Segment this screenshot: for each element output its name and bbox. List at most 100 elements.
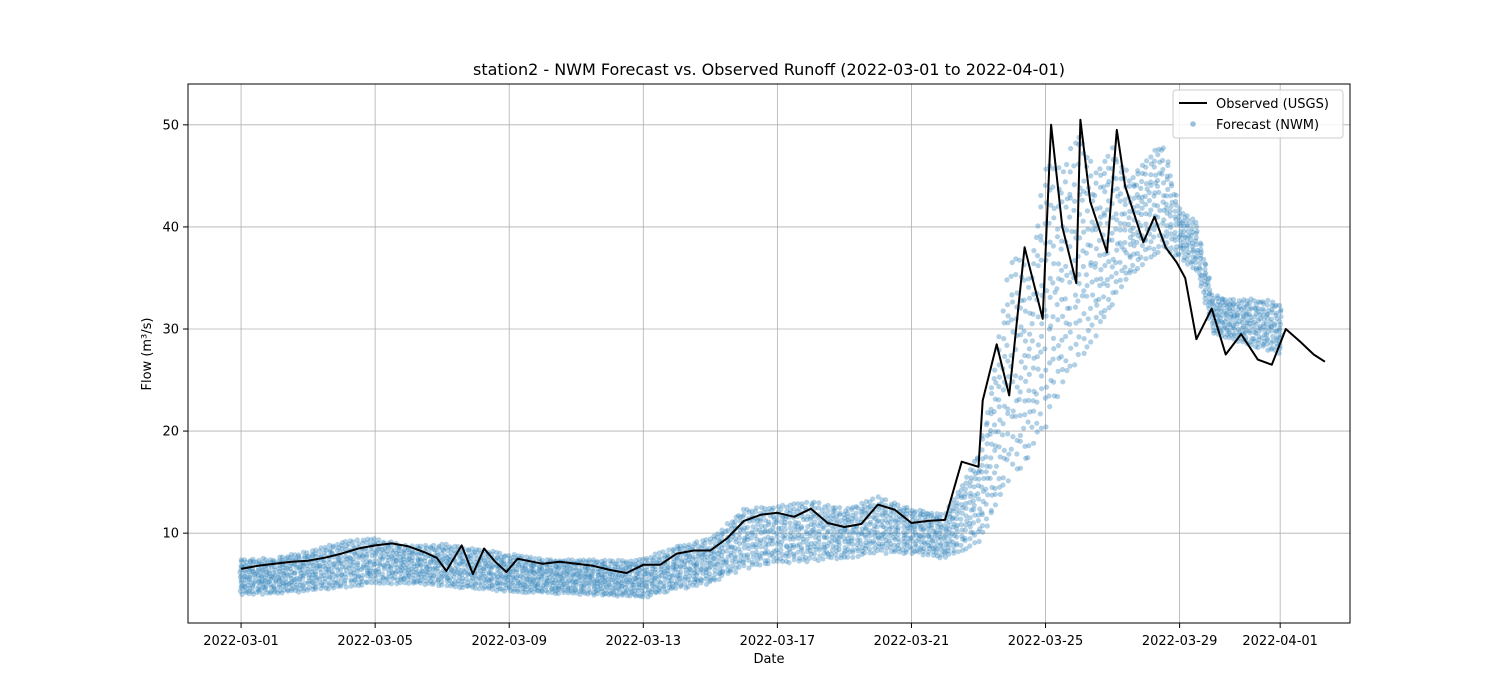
forecast-point (482, 584, 488, 590)
forecast-point (778, 519, 785, 526)
forecast-point (314, 581, 320, 587)
forecast-point (292, 579, 298, 585)
forecast-point (250, 556, 256, 562)
forecast-point (553, 571, 560, 577)
forecast-point (524, 567, 530, 573)
forecast-point (666, 547, 672, 553)
forecast-point (687, 580, 693, 586)
forecast-point (1205, 279, 1211, 285)
forecast-point (796, 555, 803, 561)
forecast-point (912, 508, 919, 515)
forecast-point (955, 507, 962, 513)
forecast-point (817, 553, 823, 559)
forecast-point (379, 571, 385, 577)
forecast-point (761, 529, 767, 535)
forecast-point (495, 574, 501, 580)
forecast-point (238, 579, 244, 586)
forecast-point (1114, 186, 1120, 192)
forecast-point (723, 548, 730, 554)
forecast-point (522, 563, 528, 569)
forecast-point (405, 547, 411, 553)
forecast-point (1033, 234, 1040, 240)
forecast-point (771, 521, 777, 527)
forecast-point (1159, 171, 1165, 177)
forecast-point (744, 552, 750, 558)
forecast-point (909, 538, 915, 544)
forecast-point (1194, 228, 1200, 234)
forecast-point (750, 524, 756, 530)
forecast-point (1109, 302, 1115, 308)
forecast-point (703, 569, 709, 575)
forecast-point (631, 582, 637, 588)
forecast-point (602, 575, 608, 581)
forecast-point (497, 550, 503, 556)
forecast-point (1135, 233, 1141, 239)
forecast-point (719, 545, 725, 551)
forecast-point (1080, 188, 1086, 194)
forecast-point (762, 549, 769, 555)
forecast-point (826, 540, 832, 546)
forecast-point (535, 577, 541, 583)
forecast-point (305, 587, 311, 593)
forecast-point (1193, 267, 1200, 273)
forecast-point (506, 553, 512, 559)
forecast-point (446, 556, 452, 562)
forecast-point (967, 479, 974, 485)
forecast-point (1175, 251, 1182, 257)
forecast-point (716, 571, 722, 577)
forecast-point (582, 577, 588, 583)
forecast-point (276, 565, 282, 572)
forecast-point (1075, 298, 1081, 304)
forecast-point (502, 576, 508, 582)
x-tick-label: 2022-03-25 (1008, 634, 1084, 649)
forecast-point (451, 569, 457, 575)
forecast-point (1035, 314, 1041, 320)
forecast-point (1034, 429, 1040, 435)
forecast-point (736, 513, 742, 519)
forecast-point (602, 561, 608, 567)
forecast-point (498, 576, 504, 582)
forecast-point (850, 549, 856, 555)
forecast-point (1214, 306, 1220, 312)
forecast-point (1098, 214, 1104, 220)
forecast-point (872, 530, 878, 536)
forecast-point (762, 523, 768, 529)
forecast-point (1081, 178, 1087, 184)
forecast-point (309, 569, 315, 575)
forecast-point (783, 558, 789, 564)
forecast-point (1143, 221, 1149, 227)
forecast-point (449, 580, 455, 586)
forecast-point (300, 588, 307, 594)
forecast-point (1000, 475, 1006, 481)
forecast-point (711, 548, 717, 555)
forecast-point (794, 523, 800, 530)
forecast-point (1203, 282, 1209, 288)
forecast-point (691, 562, 697, 568)
forecast-point (1244, 320, 1250, 326)
forecast-point (896, 520, 902, 526)
forecast-point (354, 549, 360, 556)
forecast-point (431, 570, 437, 576)
forecast-point (758, 544, 764, 550)
forecast-point (656, 585, 663, 591)
forecast-point (732, 545, 738, 551)
forecast-point (1119, 211, 1125, 217)
forecast-point (384, 576, 390, 582)
forecast-point (1135, 209, 1141, 216)
forecast-point (1031, 388, 1037, 394)
forecast-point (347, 555, 353, 561)
forecast-point (1067, 279, 1073, 285)
forecast-point (260, 555, 266, 561)
forecast-point (486, 577, 492, 584)
forecast-point (1089, 279, 1095, 285)
forecast-point (606, 592, 612, 598)
forecast-point (911, 510, 918, 516)
forecast-point (796, 558, 802, 564)
forecast-point (769, 507, 775, 513)
forecast-point (250, 582, 256, 588)
forecast-point (732, 553, 738, 559)
forecast-point (288, 587, 295, 594)
forecast-point (649, 569, 655, 575)
forecast-point (908, 544, 914, 550)
forecast-point (879, 518, 885, 524)
